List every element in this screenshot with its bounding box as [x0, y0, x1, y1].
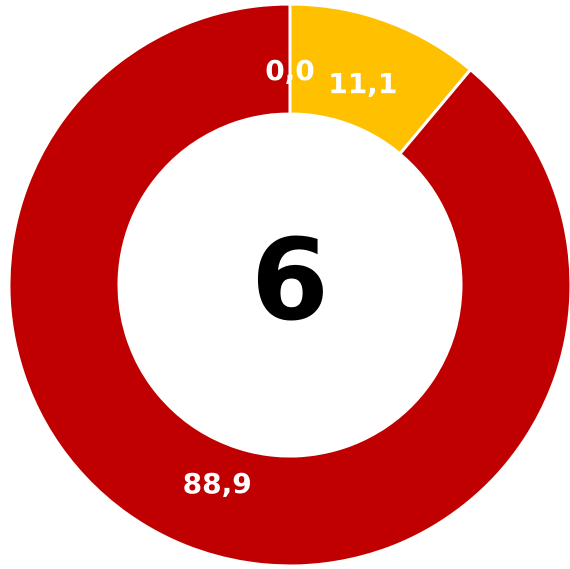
center-label: 6 [251, 216, 329, 346]
donut-slice [7, 2, 570, 568]
data-label: 11,1 [328, 67, 397, 100]
data-label: 0,0 [265, 54, 315, 87]
data-label: 88,9 [183, 467, 252, 500]
